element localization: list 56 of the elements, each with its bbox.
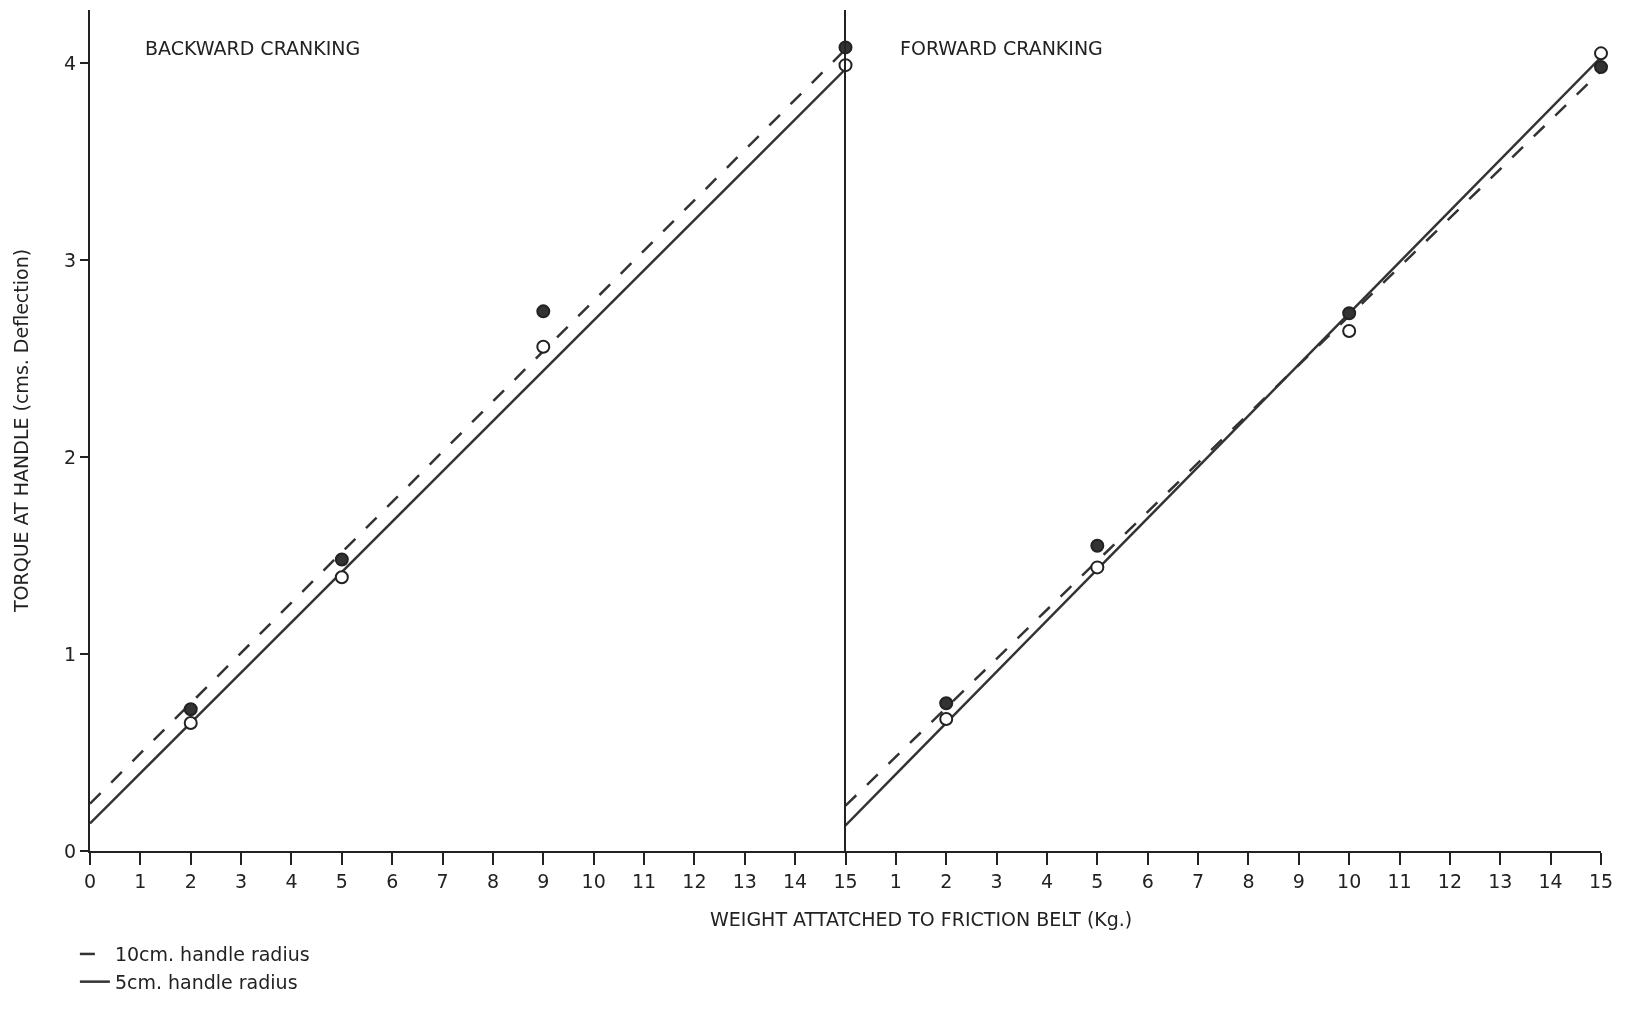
x-tick-label: 8 [1242, 869, 1255, 892]
point [183, 702, 198, 717]
x-tick-label: 1 [889, 869, 902, 892]
x-tick-label: 2 [940, 869, 953, 892]
x-tick-label: 12 [1437, 869, 1462, 892]
point [334, 570, 349, 585]
point [536, 304, 551, 319]
legend-label: 10cm. handle radius [114, 943, 310, 966]
point [536, 339, 551, 354]
point [1090, 538, 1105, 553]
y-tick-label: 3 [64, 248, 77, 271]
y-tick-label: 0 [64, 839, 77, 862]
x-tick-label: 11 [631, 869, 657, 892]
x-tick-label: 6 [1141, 869, 1154, 892]
x-tick-label: 14 [783, 869, 808, 892]
point [1090, 560, 1105, 575]
x-tick-label: 10 [1337, 869, 1362, 892]
point [939, 712, 954, 727]
x-tick-label: 0 [83, 869, 97, 892]
x-tick-label: 3 [990, 869, 1003, 892]
x-tick-label: 5 [1091, 869, 1104, 892]
x-tick-label: 13 [732, 869, 757, 892]
text: BACKWARD CRANKING [145, 37, 361, 59]
point [1594, 46, 1608, 61]
x-tick-label: 6 [386, 869, 399, 892]
x-tick-label: 9 [537, 869, 550, 892]
legend-label: 5cm. handle radius [114, 971, 298, 994]
x-tick-label: 15 [1588, 869, 1614, 892]
x-tick-label: 9 [1292, 869, 1305, 892]
x-tick-label: 1 [134, 869, 147, 892]
point [1342, 324, 1357, 339]
point [183, 715, 198, 730]
x-tick-label: 15 [833, 869, 858, 892]
y-tick-label: 2 [64, 445, 77, 468]
y-tick-label: 1 [64, 642, 77, 665]
point [939, 696, 954, 711]
x-tick-label: 7 [436, 869, 449, 892]
x-tick-label: 4 [1040, 869, 1054, 892]
point [334, 552, 349, 567]
point [1594, 60, 1608, 75]
y-tick-label: 4 [64, 51, 77, 74]
x-tick-label: 2 [184, 869, 197, 892]
x-tick-label: 11 [1387, 869, 1412, 892]
x-tick-label: 5 [335, 869, 348, 892]
text: FORWARD CRANKING [900, 37, 1103, 59]
point [1342, 306, 1357, 321]
x-tick-label: 13 [1488, 869, 1513, 892]
x-axis-title: WEIGHT ATTATCHED TO FRICTION BELT (Kg.) [710, 908, 1133, 930]
x-tick-label: 7 [1192, 869, 1205, 892]
x-tick-label: 8 [486, 869, 499, 892]
x-tick-label: 4 [285, 869, 298, 892]
x-tick-label: 12 [682, 869, 707, 892]
x-tick-label: 10 [581, 869, 606, 892]
x-tick-label: 3 [235, 869, 248, 892]
x-tick-label: 14 [1538, 869, 1563, 892]
y-axis-title: TORQUE AT HANDLE (cms. Deflection) [10, 248, 33, 614]
